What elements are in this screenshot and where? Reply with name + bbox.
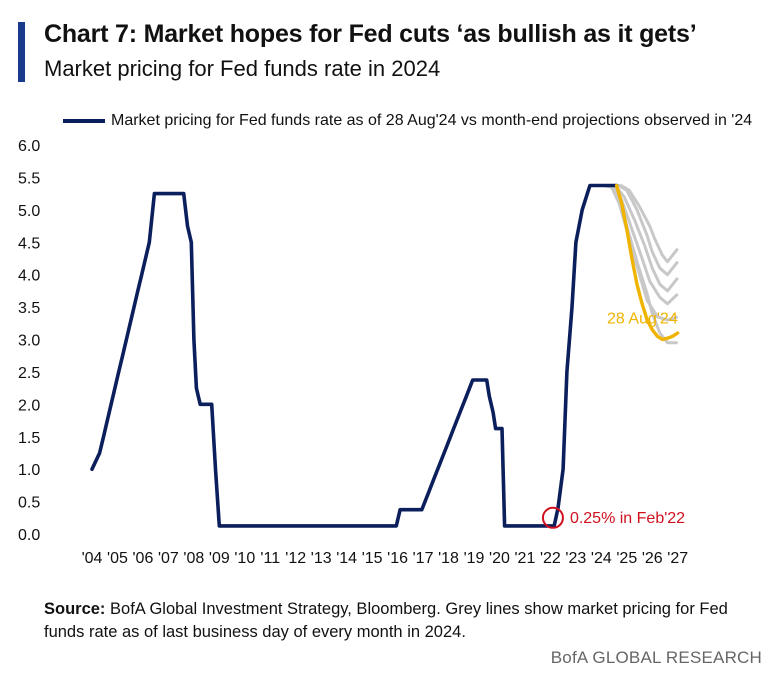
x-tick-label: '05 bbox=[107, 550, 128, 567]
month-end-projection-line bbox=[614, 184, 679, 264]
source-label: Source: bbox=[44, 600, 106, 618]
x-tick-label: '26 bbox=[642, 550, 663, 567]
x-tick-label: '24 bbox=[591, 550, 612, 567]
aug-28-projection-line bbox=[614, 183, 680, 342]
y-tick-label: 5.5 bbox=[18, 170, 40, 187]
x-tick-label: '21 bbox=[514, 550, 535, 567]
y-tick-label: 4.5 bbox=[18, 235, 40, 252]
x-tick-label: '15 bbox=[362, 550, 383, 567]
aug-28-annotation: 28 Aug'24 bbox=[607, 310, 678, 327]
x-tick-label: '27 bbox=[667, 550, 688, 567]
x-tick-label: '09 bbox=[209, 550, 230, 567]
legend-label: Market pricing for Fed funds rate as of … bbox=[111, 112, 753, 129]
source-note: Source: BofA Global Investment Strategy,… bbox=[44, 598, 744, 644]
feb-22-marker-circle bbox=[541, 506, 564, 529]
y-tick-label: 5.0 bbox=[18, 203, 40, 220]
y-tick-label: 4.0 bbox=[18, 268, 40, 285]
x-tick-label: '25 bbox=[616, 550, 637, 567]
y-tick-label: 2.0 bbox=[18, 397, 40, 414]
x-tick-label: '23 bbox=[565, 550, 586, 567]
feb-22-annotation: 0.25% in Feb'22 bbox=[570, 510, 685, 527]
x-tick-label: '11 bbox=[260, 550, 280, 567]
x-tick-label: '22 bbox=[540, 550, 561, 567]
x-tick-label: '04 bbox=[82, 550, 103, 567]
x-tick-label: '08 bbox=[183, 550, 204, 567]
x-tick-label: '12 bbox=[285, 550, 306, 567]
x-tick-label: '17 bbox=[413, 550, 434, 567]
legend-swatch-main-series bbox=[63, 119, 105, 123]
y-tick-label: 1.0 bbox=[18, 462, 40, 479]
y-tick-label: 6.0 bbox=[18, 138, 40, 155]
x-tick-label: '10 bbox=[234, 550, 255, 567]
x-tick-label: '20 bbox=[489, 550, 510, 567]
brand-footer: BofA GLOBAL RESEARCH bbox=[550, 648, 762, 667]
x-tick-label: '18 bbox=[438, 550, 459, 567]
x-tick-label: '06 bbox=[133, 550, 154, 567]
x-tick-label: '19 bbox=[464, 550, 485, 567]
y-tick-label: 3.0 bbox=[18, 333, 40, 350]
title-accent-bar bbox=[18, 22, 25, 82]
y-tick-label: 2.5 bbox=[18, 365, 40, 382]
chart-title: Chart 7: Market hopes for Fed cuts ‘as b… bbox=[44, 20, 697, 48]
x-tick-label: '14 bbox=[336, 550, 357, 567]
x-tick-label: '13 bbox=[311, 550, 332, 567]
source-text: BofA Global Investment Strategy, Bloombe… bbox=[44, 600, 728, 641]
x-tick-label: '16 bbox=[387, 550, 408, 567]
fed-funds-rate-line bbox=[90, 183, 619, 528]
chart-subtitle: Market pricing for Fed funds rate in 202… bbox=[44, 56, 441, 81]
y-tick-label: 0.5 bbox=[18, 495, 40, 512]
y-tick-label: 1.5 bbox=[18, 430, 40, 447]
y-tick-label: 3.5 bbox=[18, 300, 40, 317]
chart-legend: Market pricing for Fed funds rate as of … bbox=[63, 112, 752, 130]
y-tick-label: 0.0 bbox=[18, 527, 40, 544]
month-end-projection-line bbox=[603, 184, 679, 322]
x-tick-label: '07 bbox=[158, 550, 179, 567]
